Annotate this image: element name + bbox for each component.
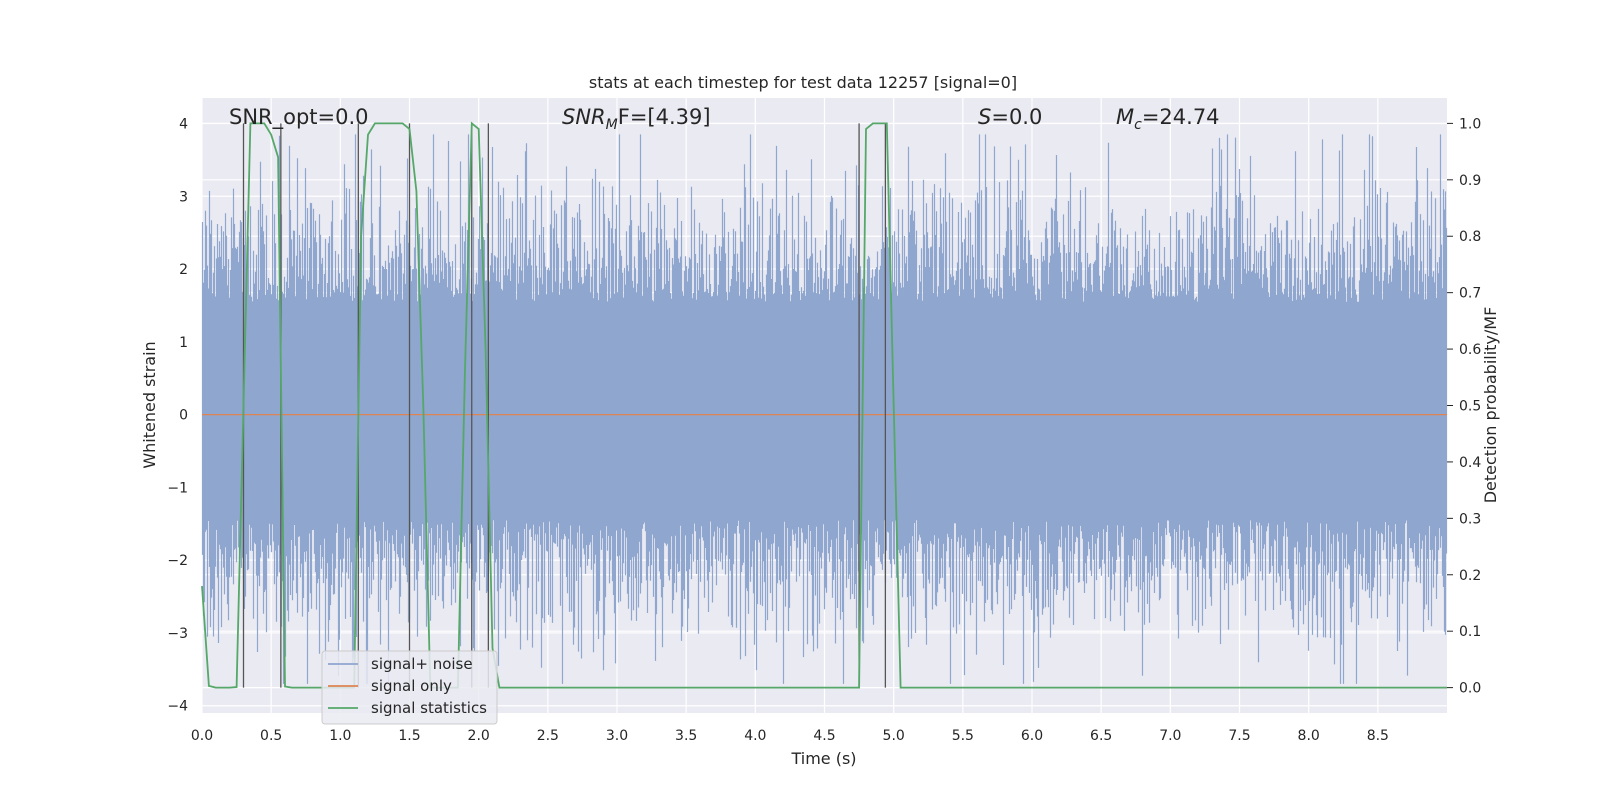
- x-tick-label: 4.0: [744, 728, 766, 744]
- y-right-tick-label: 0.2: [1459, 568, 1481, 584]
- y-right-tick-label: 1.0: [1459, 116, 1481, 132]
- annotation-snr-mf: SNRMF=[4.39]: [562, 105, 711, 133]
- x-tick-label: 2.5: [537, 728, 559, 744]
- legend-box: [321, 650, 498, 725]
- x-tick-label: 3.0: [606, 728, 628, 744]
- x-tick-labels: 0.0 0.5 1.0 1.5 2.0 2.5 3.0 3.5 4.0 4.5 5.0 5.5 6.0 6…: [191, 728, 1389, 744]
- x-tick-label: 7.0: [1159, 728, 1181, 744]
- y-tick-label: −1: [167, 480, 188, 496]
- y-right-tick-label: 0.3: [1459, 511, 1481, 527]
- x-tick-label: 0.0: [191, 728, 213, 744]
- legend-label-signal-only: signal only: [371, 677, 452, 695]
- y-right-tick-label: 0.8: [1459, 229, 1481, 245]
- y-tick-label: −4: [167, 699, 188, 715]
- x-tick-label: 1.5: [398, 728, 420, 744]
- chart-title: stats at each timestep for test data 122…: [589, 73, 1017, 92]
- y-tick-label: −2: [167, 553, 188, 569]
- y-right-tick-labels: 1.0 0.9 0.8 0.7 0.6 0.5 0.4 0.3 0.2 0.1 0.0: [1459, 116, 1481, 696]
- x-axis-label: Time (s): [790, 749, 856, 768]
- y-right-tick-label: 0.7: [1459, 286, 1481, 302]
- y-tick-label: 1: [179, 335, 188, 351]
- x-tick-label: 3.5: [675, 728, 697, 744]
- annotation-mc-value: =24.74: [1142, 105, 1220, 129]
- x-tick-label: 4.5: [813, 728, 835, 744]
- y-right-tick-label: 0.5: [1459, 399, 1481, 415]
- annotation-s-value: =0.0: [991, 105, 1042, 129]
- x-tick-label: 6.5: [1090, 728, 1112, 744]
- x-tick-label: 8.5: [1367, 728, 1389, 744]
- annotation-mc: Mc=24.74: [1116, 105, 1220, 133]
- y-right-tick-label: 0.1: [1459, 624, 1481, 640]
- legend-label-signal-statistics: signal statistics: [371, 699, 487, 717]
- x-tick-label: 5.5: [952, 728, 974, 744]
- y-right-tick-label: 0.6: [1459, 342, 1481, 358]
- x-tick-label: 2.0: [468, 728, 490, 744]
- y-axis-label: Whitened strain: [140, 341, 159, 468]
- y-tick-label: 2: [179, 262, 188, 278]
- x-tick-label: 5.0: [883, 728, 905, 744]
- y-right-tick-label: 0.9: [1459, 173, 1481, 189]
- y-tick-label: 3: [179, 189, 188, 205]
- y-tick-labels: 4 3 2 1 0 −1 −2 −3 −4: [167, 116, 188, 714]
- legend: signal+ noise signal only signal statist…: [321, 650, 498, 725]
- x-tick-label: 1.0: [329, 728, 351, 744]
- y-right-tick-label: 0.0: [1459, 681, 1481, 697]
- legend-label-signal-noise: signal+ noise: [371, 655, 473, 673]
- x-tick-label: 8.0: [1298, 728, 1320, 744]
- annotation-mc-subscript: c: [1134, 117, 1142, 133]
- y-right-axis-label: Detection probability/MF: [1481, 307, 1500, 504]
- signal-statistics-series: [201, 121, 1447, 689]
- annotation-s-symbol: S: [978, 105, 991, 129]
- y-tick-label: 0: [179, 408, 188, 424]
- annotation-mc-symbol: M: [1116, 105, 1134, 129]
- x-tick-label: 6.0: [1021, 728, 1043, 744]
- annotation-snr-opt: SNR_opt=0.0: [229, 105, 369, 130]
- annotation-snr-mf-value: F=[4.39]: [618, 105, 711, 129]
- y-tick-label: −3: [167, 626, 188, 642]
- y-right-tick-label: 0.4: [1459, 455, 1481, 471]
- y-tick-label: 4: [179, 116, 188, 132]
- annotation-s: S=0.0: [978, 105, 1042, 129]
- x-tick-label: 7.5: [1228, 728, 1250, 744]
- plot-area: [201, 98, 1453, 713]
- x-tick-label: 0.5: [260, 728, 282, 744]
- annotation-snr-mf-subscript: M: [606, 117, 618, 133]
- annotation-snr-mf-symbol: SNR: [562, 105, 606, 129]
